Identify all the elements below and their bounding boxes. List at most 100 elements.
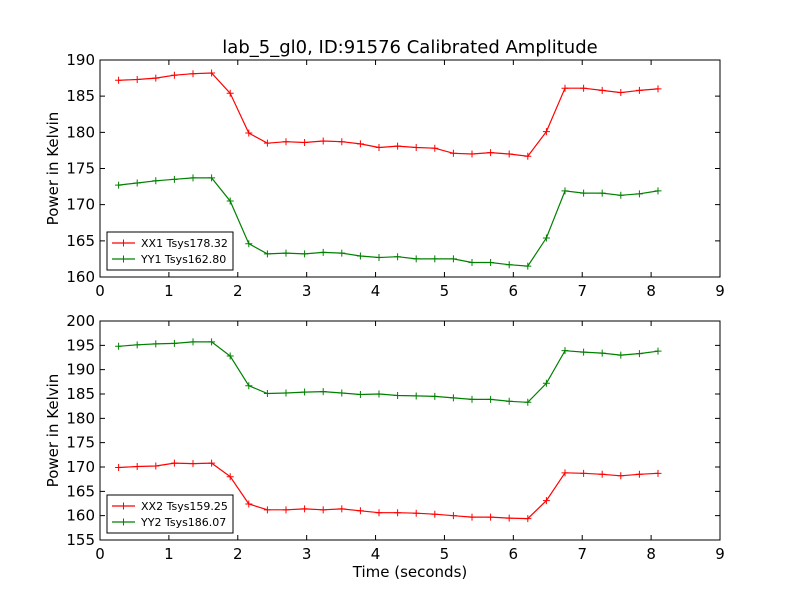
y-tick-label: 170 bbox=[66, 458, 95, 476]
legend-label: YY2 Tsys186.07 bbox=[140, 516, 226, 529]
plot-frame bbox=[99, 320, 721, 541]
data-point bbox=[226, 89, 234, 97]
data-point bbox=[189, 70, 197, 78]
legend-box bbox=[106, 494, 234, 534]
data-point bbox=[245, 382, 253, 390]
data-point bbox=[226, 197, 234, 205]
data-point bbox=[449, 512, 457, 520]
data-point bbox=[524, 262, 532, 270]
chart-title: lab_5_gl0, ID:91576 Calibrated Amplitude bbox=[222, 37, 597, 58]
x-tick-label: 2 bbox=[233, 545, 243, 563]
data-point bbox=[263, 390, 271, 398]
data-point bbox=[412, 255, 420, 263]
data-point bbox=[375, 509, 383, 517]
data-point bbox=[580, 84, 588, 92]
data-point bbox=[208, 459, 216, 467]
data-point bbox=[356, 140, 364, 148]
x-tick-label: 3 bbox=[302, 282, 312, 300]
data-point bbox=[654, 469, 662, 477]
data-point bbox=[338, 505, 346, 513]
x-tick-label: 0 bbox=[95, 282, 105, 300]
y-tick-label: 185 bbox=[66, 87, 95, 105]
data-point bbox=[654, 347, 662, 355]
series-line-1-1 bbox=[118, 72, 659, 157]
data-point bbox=[505, 261, 513, 269]
data-point bbox=[524, 152, 532, 160]
data-point bbox=[524, 515, 532, 523]
data-point bbox=[133, 76, 141, 84]
y-tick-label: 185 bbox=[66, 385, 95, 403]
series-line-2-2 bbox=[118, 341, 659, 403]
x-tick-label: 7 bbox=[577, 282, 587, 300]
data-point bbox=[263, 250, 271, 258]
x-tick-label: 6 bbox=[509, 545, 519, 563]
data-point bbox=[319, 248, 327, 256]
x-tick-label: 7 bbox=[577, 545, 587, 563]
y-axis-label: Power in Kelvin bbox=[44, 374, 62, 488]
data-point bbox=[375, 390, 383, 398]
data-point bbox=[301, 388, 309, 396]
x-tick-label: 4 bbox=[371, 282, 381, 300]
legend-box bbox=[106, 231, 234, 271]
data-point bbox=[263, 139, 271, 147]
data-point bbox=[319, 506, 327, 514]
x-tick-label: 9 bbox=[715, 545, 725, 563]
data-point bbox=[561, 84, 569, 92]
y-tick-label: 160 bbox=[66, 507, 95, 525]
x-tick-label: 9 bbox=[715, 282, 725, 300]
data-point bbox=[338, 249, 346, 257]
data-point bbox=[375, 253, 383, 261]
data-point bbox=[617, 351, 625, 359]
data-point bbox=[356, 507, 364, 515]
data-point bbox=[115, 342, 123, 350]
legend-label: YY1 Tsys162.80 bbox=[140, 253, 226, 266]
data-point bbox=[617, 89, 625, 97]
data-point bbox=[580, 189, 588, 197]
legend-label: XX1 Tsys178.32 bbox=[141, 237, 228, 250]
y-tick-label: 190 bbox=[66, 51, 95, 69]
legend: XX2 Tsys159.25 YY2 Tsys186.07 bbox=[106, 494, 234, 534]
y-tick-label: 165 bbox=[66, 482, 95, 500]
data-point bbox=[338, 138, 346, 146]
data-point bbox=[282, 249, 290, 257]
legend-marker bbox=[120, 502, 127, 510]
data-point bbox=[282, 389, 290, 397]
x-tick-label: 3 bbox=[302, 545, 312, 563]
y-tick-label: 175 bbox=[66, 434, 95, 452]
data-point bbox=[580, 469, 588, 477]
x-tick-label: 1 bbox=[164, 545, 174, 563]
x-tick-label: 0 bbox=[95, 545, 105, 563]
data-point bbox=[580, 348, 588, 356]
y-tick-label: 200 bbox=[66, 312, 95, 330]
data-point bbox=[505, 514, 513, 522]
y-tick-label: 170 bbox=[66, 196, 95, 214]
data-point bbox=[282, 138, 290, 146]
data-point bbox=[468, 513, 476, 521]
data-point bbox=[208, 69, 216, 77]
x-axis-label: Time (seconds) bbox=[352, 563, 468, 581]
data-point bbox=[301, 138, 309, 146]
data-point bbox=[245, 500, 253, 508]
x-tick-label: 4 bbox=[371, 545, 381, 563]
data-point bbox=[226, 473, 234, 481]
data-point bbox=[338, 389, 346, 397]
legend-marker bbox=[120, 518, 127, 526]
data-point bbox=[301, 505, 309, 513]
data-point bbox=[431, 144, 439, 152]
data-point bbox=[301, 250, 309, 258]
data-point bbox=[356, 252, 364, 260]
data-point bbox=[468, 395, 476, 403]
y-tick-label: 155 bbox=[66, 531, 95, 549]
data-point bbox=[505, 397, 513, 405]
top-panel: 0 1 2 3 4 5 6 7 8 9 160 165 170 175 180 185 190 Power in … bbox=[44, 51, 725, 300]
data-point bbox=[394, 391, 402, 399]
data-point bbox=[468, 150, 476, 158]
data-point bbox=[189, 174, 197, 182]
data-point bbox=[617, 472, 625, 480]
x-tick-label: 1 bbox=[164, 282, 174, 300]
data-point bbox=[412, 144, 420, 152]
y-tick-label: 195 bbox=[66, 336, 95, 354]
data-point bbox=[170, 71, 178, 79]
x-tick-label: 5 bbox=[440, 545, 450, 563]
data-point bbox=[542, 379, 550, 387]
